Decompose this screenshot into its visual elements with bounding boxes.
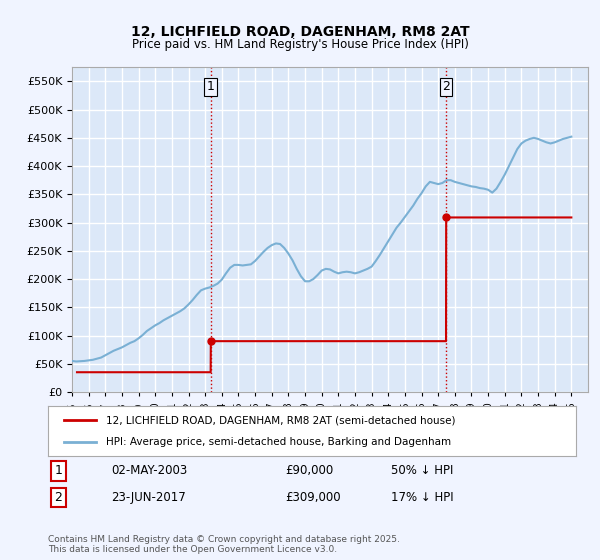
Text: 2: 2	[442, 80, 450, 93]
Text: 1: 1	[55, 464, 62, 478]
Text: Contains HM Land Registry data © Crown copyright and database right 2025.
This d: Contains HM Land Registry data © Crown c…	[48, 535, 400, 554]
Text: 23-JUN-2017: 23-JUN-2017	[112, 491, 186, 504]
Text: 02-MAY-2003: 02-MAY-2003	[112, 464, 188, 478]
Text: 1: 1	[207, 80, 215, 93]
Text: 2: 2	[55, 491, 62, 504]
Text: 12, LICHFIELD ROAD, DAGENHAM, RM8 2AT (semi-detached house): 12, LICHFIELD ROAD, DAGENHAM, RM8 2AT (s…	[106, 415, 455, 425]
Text: 17% ↓ HPI: 17% ↓ HPI	[391, 491, 454, 504]
Text: HPI: Average price, semi-detached house, Barking and Dagenham: HPI: Average price, semi-detached house,…	[106, 437, 451, 447]
Text: £90,000: £90,000	[286, 464, 334, 478]
Text: 12, LICHFIELD ROAD, DAGENHAM, RM8 2AT: 12, LICHFIELD ROAD, DAGENHAM, RM8 2AT	[131, 25, 469, 39]
Text: £309,000: £309,000	[286, 491, 341, 504]
Text: 50% ↓ HPI: 50% ↓ HPI	[391, 464, 454, 478]
Text: Price paid vs. HM Land Registry's House Price Index (HPI): Price paid vs. HM Land Registry's House …	[131, 38, 469, 51]
